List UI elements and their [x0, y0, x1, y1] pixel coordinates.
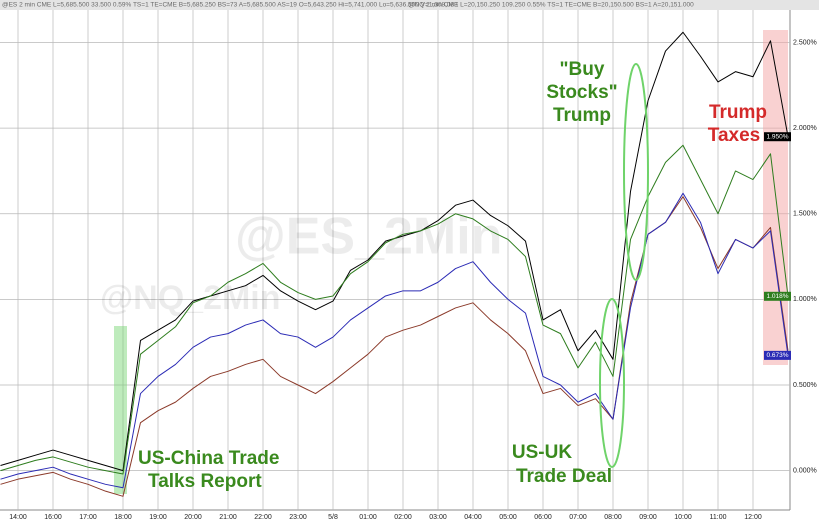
x-tick-label: 21:00	[219, 514, 237, 521]
x-tick-label: 19:00	[149, 514, 167, 521]
x-tick-label: 10:00	[674, 514, 692, 521]
x-tick-label: 17:00	[79, 514, 97, 521]
x-tick-label: 06:00	[534, 514, 552, 521]
grid	[0, 10, 791, 511]
watermark: @ES_2Min	[235, 208, 502, 266]
annotation: "Buy	[560, 59, 605, 80]
value-label-box	[764, 350, 791, 360]
annotation: Trade Deal	[516, 466, 612, 487]
highlight-band	[114, 326, 127, 494]
y-tick-label: 1.500%	[793, 211, 817, 218]
x-tick-label: 5/8	[328, 514, 338, 521]
y-tick-label: 0.500%	[793, 382, 817, 389]
y-tick-label: 1.000%	[793, 296, 817, 303]
labels: 0.000% 0.500% 1.000% 1.500% 2.000% 2.500% 14:0…	[9, 39, 817, 520]
y-tick-label: 0.000%	[793, 467, 817, 474]
x-tick-label: 16:00	[44, 514, 62, 521]
series-line	[0, 144, 789, 475]
x-tick-label: 03:00	[429, 514, 447, 521]
x-tick-label: 22:00	[254, 514, 272, 521]
annotation: US-China Trade	[138, 448, 279, 469]
x-tick-label: 09:00	[639, 514, 657, 521]
x-tick-label: 23:00	[289, 514, 307, 521]
value-label-box	[764, 132, 791, 142]
annotation: Trump	[553, 105, 611, 126]
x-tick-label: 01:00	[359, 514, 377, 521]
y-tick-label: 2.500%	[793, 39, 817, 46]
series-line	[0, 192, 789, 489]
x-tick-label: 11:00	[710, 514, 727, 521]
value-label: 0.673%	[766, 352, 788, 359]
watermark: @NQ_2Min	[100, 279, 281, 317]
x-tick-label: 20:00	[184, 514, 202, 521]
x-tick-label: 14:00	[9, 514, 27, 521]
x-tick-label: 07:00	[569, 514, 587, 521]
x-tick-label: 02:00	[394, 514, 412, 521]
header-bar	[0, 0, 819, 10]
highlight-ellipse	[599, 298, 625, 468]
x-tick-label: 08:00	[604, 514, 622, 521]
x-tick-label: 05:00	[499, 514, 517, 521]
annotation: US-UK	[512, 442, 572, 463]
value-label: 1.018%	[766, 293, 788, 300]
x-tick-label: 12:00	[744, 514, 762, 521]
header-text: @ES 2 min CME L=5,685.500 33.500 0.59% T…	[2, 2, 458, 9]
highlight-ellipse	[623, 63, 649, 281]
x-tick-label: 04:00	[464, 514, 482, 521]
value-label: 1.950%	[766, 133, 788, 140]
annotation: Talks Report	[148, 471, 262, 492]
x-tick-label: 18:00	[114, 514, 132, 521]
value-label-box	[764, 291, 791, 301]
lines	[0, 31, 789, 497]
header-text: @NQ 2 min CME L=20,150.250 109.250 0.55%…	[408, 2, 694, 9]
annotation: Stocks"	[546, 82, 617, 103]
y-tick-label: 2.000%	[793, 125, 817, 132]
annotation: Taxes	[708, 125, 760, 146]
annotations: US-China Trade Talks Report "Buy Stocks"…	[138, 59, 618, 492]
annotation: Trump	[709, 102, 767, 123]
annotations: Trump Taxes	[708, 102, 767, 146]
